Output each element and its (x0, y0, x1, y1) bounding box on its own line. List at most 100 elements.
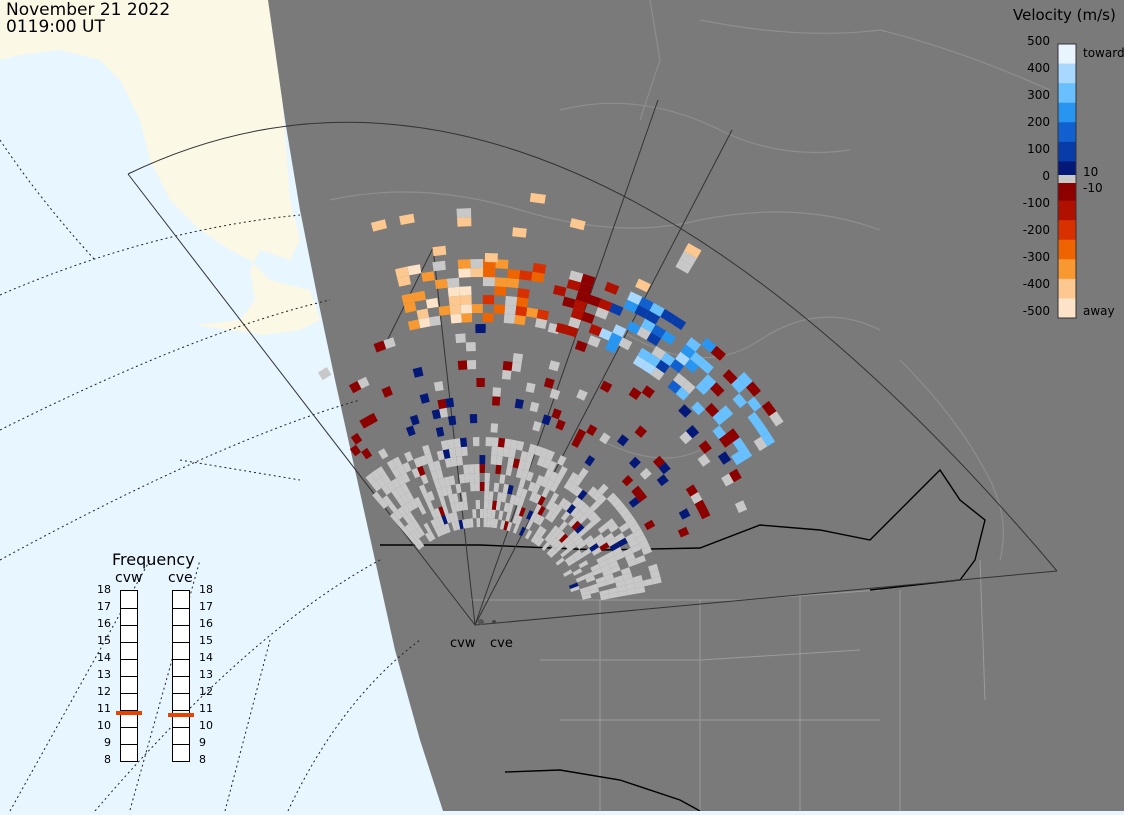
frequency-gridline (173, 727, 189, 728)
velocity-cell (495, 464, 502, 475)
velocity-cell (613, 575, 624, 583)
frequency-tick-right: 14 (199, 651, 213, 664)
velocity-cell (517, 288, 530, 299)
velocity-cell (389, 512, 400, 523)
velocity-cell (359, 416, 371, 429)
velocity-cell (426, 501, 435, 512)
velocity-cell (574, 340, 588, 353)
velocity-cell (637, 347, 652, 362)
velocity-cell (499, 474, 506, 484)
velocity-cell (402, 462, 412, 473)
velocity-cell (434, 507, 442, 518)
velocity-cell (512, 227, 527, 238)
velocity-cell (444, 457, 453, 468)
radar-site-label-cve: cve (490, 636, 513, 651)
velocity-cell (510, 439, 518, 450)
velocity-cell (544, 468, 553, 480)
velocity-cell (734, 500, 748, 513)
frequency-tick-left: 16 (97, 617, 111, 630)
velocity-cell (428, 530, 436, 541)
frequency-tick-right: 16 (199, 617, 213, 630)
velocity-cell (386, 459, 397, 471)
velocity-cell (618, 337, 633, 351)
velocity-cell (508, 448, 517, 459)
velocity-cell (400, 493, 410, 505)
velocity-cell (525, 307, 539, 318)
velocity-cell (442, 505, 449, 515)
velocity-cell (395, 486, 406, 497)
frequency-gridline (121, 710, 137, 711)
velocity-cell (620, 567, 631, 576)
velocity-cell (634, 304, 650, 319)
velocity-cell (651, 324, 666, 339)
velocity-cell (512, 524, 520, 534)
velocity-cell (567, 517, 578, 528)
velocity-cell (376, 477, 387, 488)
velocity-cell (462, 500, 469, 511)
velocity-cell (454, 520, 461, 531)
velocity-cell (549, 471, 559, 482)
velocity-cell (529, 192, 546, 204)
velocity-cell (537, 495, 546, 506)
velocity-cell (474, 473, 480, 483)
velocity-cell (628, 538, 639, 548)
velocity-cell (605, 578, 616, 586)
velocity-cell (568, 270, 584, 283)
velocity-cell (533, 535, 542, 545)
velocity-cell (563, 569, 573, 577)
velocity-cell (642, 578, 653, 587)
colorbar-tick-label: -200 (1022, 223, 1050, 237)
velocity-cell (413, 529, 422, 539)
velocity-cell (494, 286, 507, 296)
velocity-cell (576, 540, 587, 550)
frequency-tick-right: 15 (199, 634, 213, 647)
velocity-cell (555, 542, 565, 552)
velocity-cell (698, 440, 712, 454)
velocity-cell (403, 301, 417, 314)
velocity-cell (405, 491, 414, 502)
velocity-cell (535, 475, 545, 486)
velocity-cell (501, 492, 508, 503)
velocity-cell (646, 353, 661, 368)
frequency-gridline (173, 693, 189, 694)
velocity-cell (445, 513, 452, 524)
velocity-cell (422, 492, 431, 503)
velocity-cell (585, 575, 596, 583)
velocity-cell (469, 518, 474, 528)
velocity-cell (638, 539, 650, 550)
velocity-cell (612, 546, 623, 556)
velocity-cell (438, 477, 446, 488)
velocity-cell (641, 361, 656, 375)
velocity-cell (728, 468, 742, 483)
frequency-tick-right: 13 (199, 668, 213, 681)
velocity-cell (554, 473, 564, 485)
velocity-cell (558, 497, 568, 509)
frequency-gridline (121, 727, 137, 728)
velocity-cell (550, 537, 559, 547)
velocity-cell (419, 393, 430, 404)
velocity-cell (590, 563, 601, 572)
velocity-cell (578, 467, 589, 479)
velocity-cell (482, 277, 496, 287)
velocity-cell (407, 264, 422, 276)
velocity-cell (518, 507, 526, 517)
velocity-cell (669, 358, 685, 373)
velocity-cell (596, 580, 607, 588)
velocity-cell (738, 446, 753, 461)
velocity-cell (568, 472, 579, 483)
velocity-cell (474, 482, 480, 492)
velocity-cell (639, 467, 652, 480)
velocity-cell (565, 325, 579, 338)
velocity-cell (401, 526, 411, 537)
velocity-cell (599, 432, 611, 445)
velocity-cell (579, 503, 590, 515)
velocity-cell (439, 407, 448, 418)
velocity-cell (504, 438, 512, 449)
velocity-cell (649, 570, 661, 579)
velocity-cell (413, 457, 423, 468)
velocity-cell (635, 534, 647, 544)
colorbar-segment (1058, 239, 1076, 260)
velocity-cell (447, 439, 455, 449)
velocity-cell (405, 425, 416, 437)
